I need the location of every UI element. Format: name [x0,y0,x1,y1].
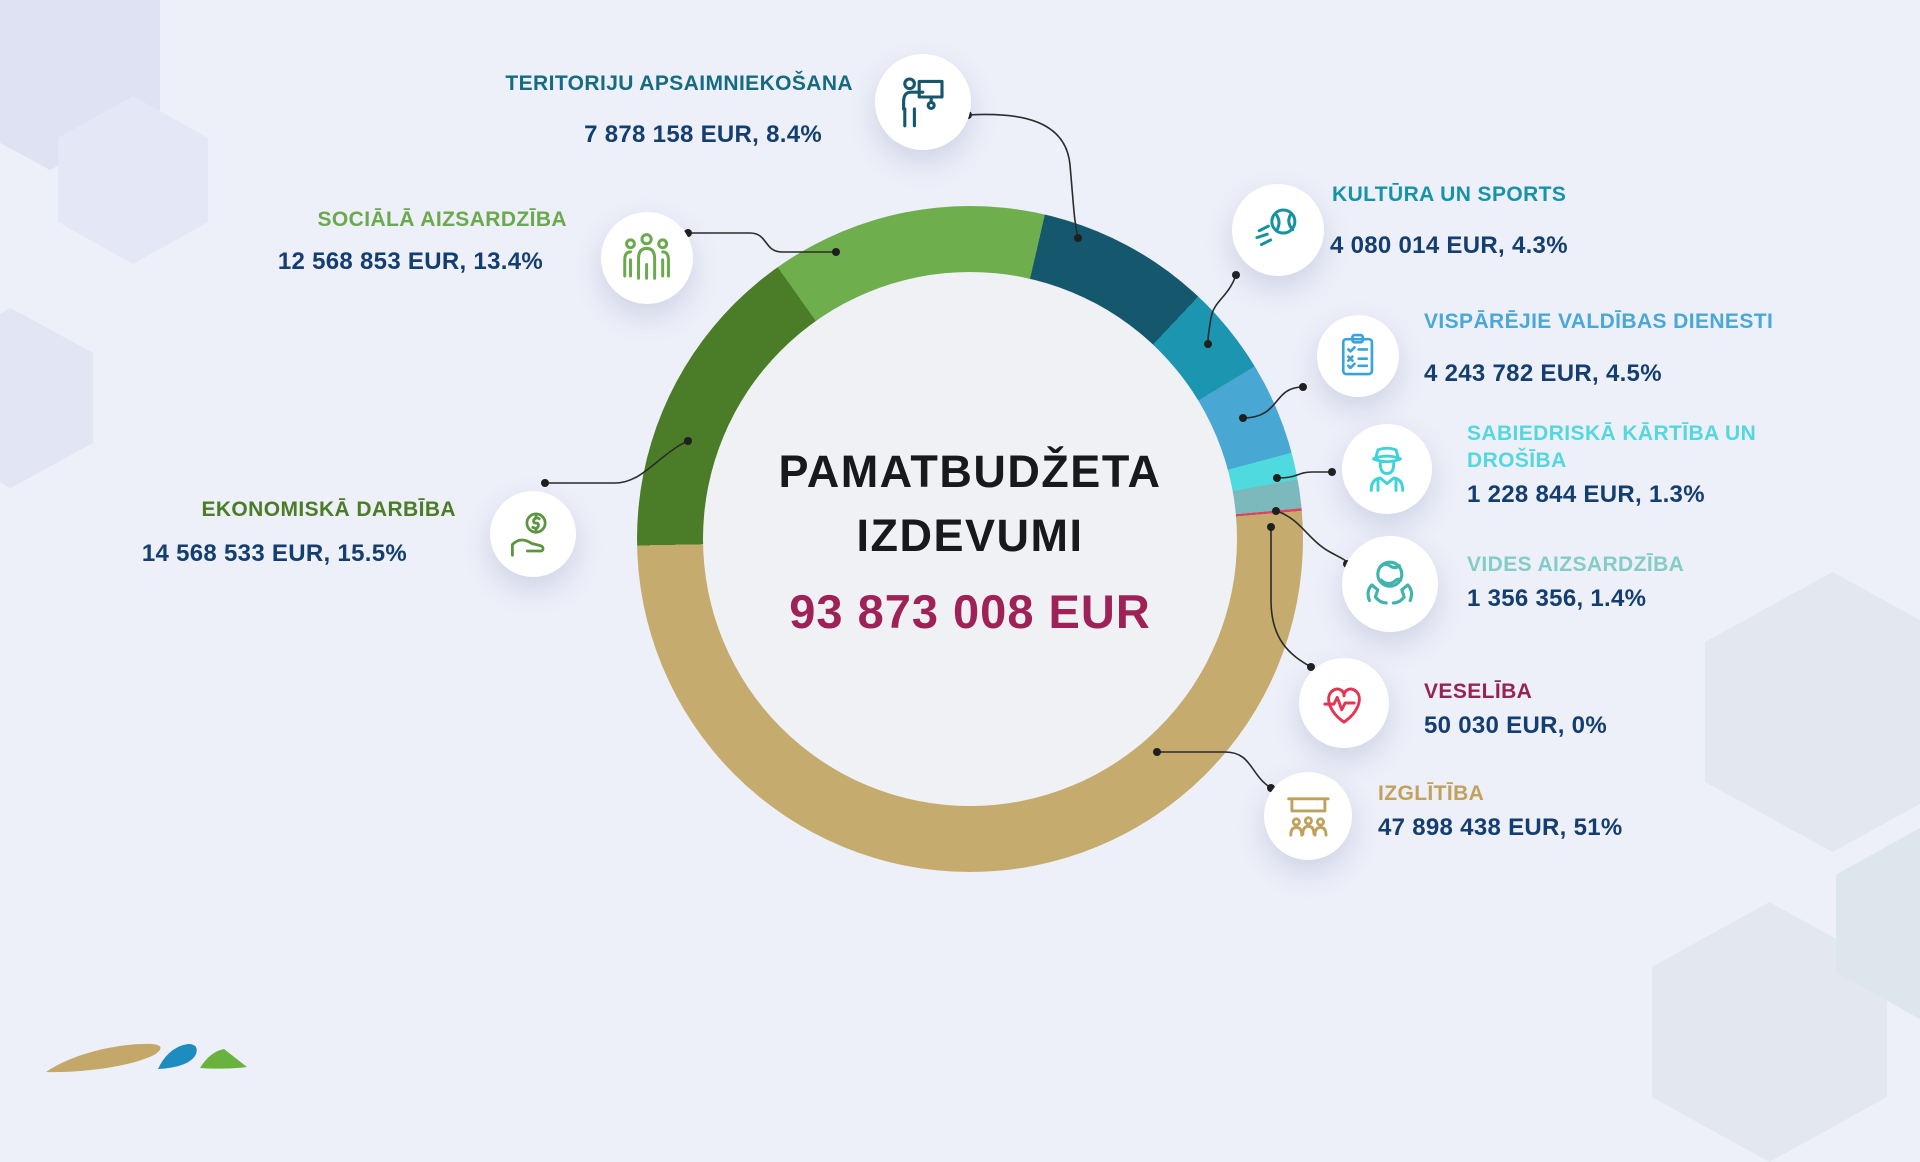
category-value-vides: 1 356 356, 1.4% [1467,585,1647,612]
category-title-visparejie: VISPĀRĒJIE VALDĪBAS DIENESTI [1424,310,1774,333]
donut-center: PAMATBUDŽETA IZDEVUMI 93 873 008 EUR [703,272,1237,806]
tennis-ball-icon [1232,184,1324,276]
category-title-teritoriju: TERITORIJU APSAIMNIEKOŠANA [505,72,853,95]
background-hexagon [58,96,208,264]
heart-pulse-icon [1299,658,1389,748]
category-value-ekonomiska: 14 568 533 EUR, 15.5% [141,540,407,567]
category-title-kultura: KULTŪRA UN SPORTS [1332,183,1567,206]
background-hexagon [0,308,93,488]
category-value-veseliba: 50 030 EUR, 0% [1424,712,1607,739]
presenter-icon [875,54,971,150]
category-value-kultura: 4 080 014 EUR, 4.3% [1330,232,1568,259]
category-value-teritoriju: 7 878 158 EUR, 8.4% [584,121,822,148]
classroom-icon [1264,772,1352,860]
donut-chart: PAMATBUDŽETA IZDEVUMI 93 873 008 EUR [637,206,1303,872]
globe-hands-icon [1342,536,1438,632]
background-hexagon [1705,572,1920,852]
category-title-sociala: SOCIĀLĀ AIZSARDZĪBA [317,208,567,231]
category-value-sabiedriska: 1 228 844 EUR, 1.3% [1467,481,1705,508]
category-title-izglitiba: IZGLĪTĪBA [1378,782,1485,805]
chart-title-line2: IZDEVUMI [856,509,1084,561]
category-title-ekonomiska: EKONOMISKĀ DARBĪBA [201,498,456,521]
chart-total-value: 93 873 008 EUR [789,584,1151,638]
category-title-veseliba: VESELĪBA [1424,680,1533,703]
people-group-icon [601,212,693,304]
police-officer-icon [1342,424,1432,514]
chart-title-line1: PAMATBUDŽETA [778,445,1162,497]
category-value-visparejie: 4 243 782 EUR, 4.5% [1424,360,1662,387]
category-value-sociala: 12 568 853 EUR, 13.4% [277,248,543,275]
municipality-logo [46,1043,247,1073]
hand-coin-icon [490,491,576,577]
clipboard-checklist-icon [1317,315,1399,397]
category-title-vides: VIDES AIZSARDZĪBA [1467,553,1685,576]
category-value-izglitiba: 47 898 438 EUR, 51% [1378,814,1623,841]
category-title-sabiedriska: SABIEDRISKĀ KĀRTĪBA UN DROŠĪBA [1467,422,1757,472]
